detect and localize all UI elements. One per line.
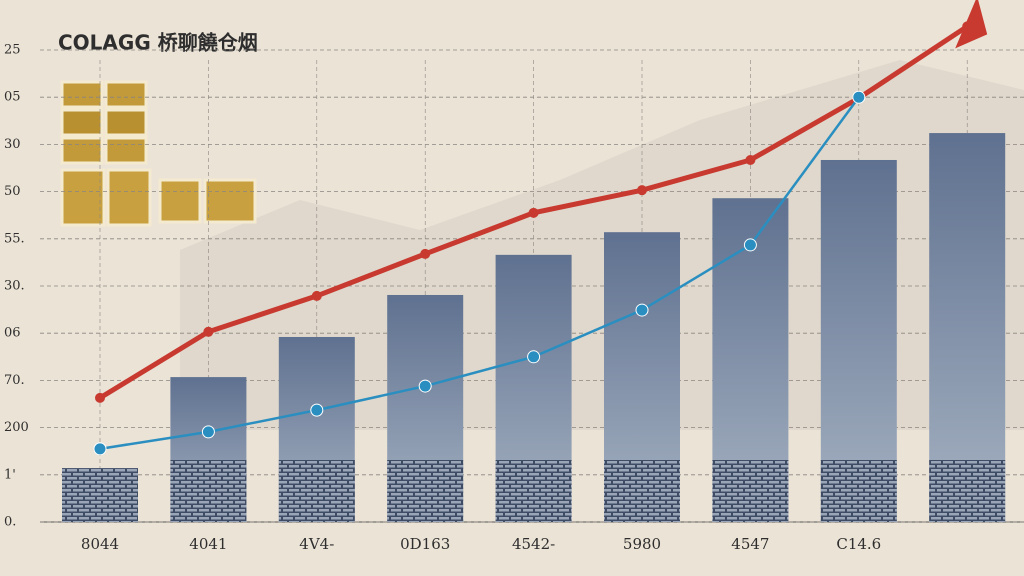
x-tick-label: 4041 [189,535,227,553]
line-point [745,154,756,165]
y-tick-label: 55. [4,231,25,246]
x-tick-label: 0D163 [400,535,450,553]
line-point [528,207,539,218]
line [99,96,860,451]
bar-base [278,460,355,522]
chart-title: COLAGG 桥聊饒仓烟 [58,31,258,55]
bar-base [387,460,464,522]
y-tick-label: 30 [4,137,21,152]
y-tick-label: 70. [4,373,25,388]
bar-base [170,460,247,522]
y-tick-label: 200 [4,420,29,435]
x-tick-label: C14.6 [836,535,881,553]
x-tick-label: 5980 [623,535,661,553]
y-tick-label: 05 [4,90,21,105]
bar-base [62,468,138,522]
line-point [743,238,757,252]
gold-blocks [60,80,257,227]
line-point [95,392,105,403]
y-tick-label: 06 [4,326,21,341]
x-tick-label: 4547 [731,535,769,553]
bar-base [929,460,1006,522]
x-tick-label: 8044 [81,535,119,553]
line-point [310,403,324,417]
bar [929,133,1006,522]
line-point [420,248,431,259]
bar-base [820,460,897,522]
line-point [635,303,649,317]
line-point [311,290,322,301]
line-point [852,90,866,104]
line-point [637,185,647,196]
y-tick-label: 0. [4,515,16,530]
x-tick-label: 4V4- [299,535,334,553]
bar-base [604,460,680,522]
bar-base [712,460,789,522]
line-point [418,379,432,393]
line-point [201,425,215,439]
y-tick-label: 25 [4,43,21,58]
line-point [527,350,541,364]
y-tick-label: 1' [4,467,16,482]
x-tick-label: 4542- [512,535,555,553]
arrow-head [955,0,988,49]
bar-base [495,460,572,522]
line-point [93,442,107,456]
y-tick-label: 30. [4,279,25,294]
line-point [203,326,214,337]
y-tick-label: 50 [4,184,21,199]
